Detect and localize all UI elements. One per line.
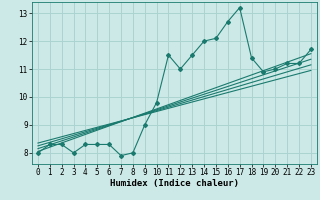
X-axis label: Humidex (Indice chaleur): Humidex (Indice chaleur) <box>110 179 239 188</box>
